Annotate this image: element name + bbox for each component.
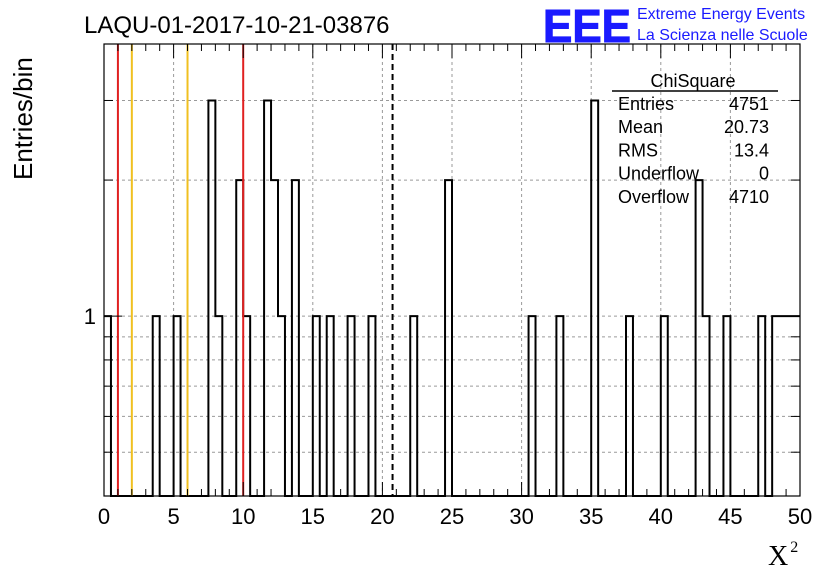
histogram-bin <box>368 316 375 496</box>
histogram-bin <box>327 316 334 496</box>
x-tick-label: 5 <box>167 504 179 529</box>
x-tick-label: 35 <box>579 504 603 529</box>
stats-name: ChiSquare <box>650 71 735 91</box>
x-tick-label: 45 <box>718 504 742 529</box>
histogram-bin <box>271 180 278 496</box>
histogram-bin <box>626 316 633 496</box>
histogram-bin <box>696 180 703 496</box>
x-axis-label-superscript: 2 <box>790 539 798 556</box>
histogram-bin <box>264 100 271 496</box>
histogram-bin <box>793 316 800 496</box>
stats-value: 0 <box>759 164 769 184</box>
stats-box: ChiSquare Entries 4751 Mean 20.73 RMS 13.4 Und… <box>612 71 778 207</box>
histogram-bin <box>174 316 181 496</box>
histogram-bin <box>591 100 598 496</box>
histogram-bin <box>243 316 250 496</box>
ticks: 0 5 10 15 20 25 30 35 40 45 50 1 <box>84 43 812 529</box>
stats-value: 4710 <box>729 187 769 207</box>
stats-value: 4751 <box>729 94 769 114</box>
stats-rows: Entries 4751 Mean 20.73 RMS 13.4 Underflow 0 Ove… <box>618 94 769 207</box>
histogram-bin <box>529 316 536 496</box>
histogram-bin <box>772 316 779 496</box>
stats-value: 20.73 <box>724 117 769 137</box>
x-tick-label: 0 <box>98 504 110 529</box>
histogram-bin <box>292 180 299 496</box>
stats-label: Underflow <box>618 164 700 184</box>
x-tick-label: 50 <box>788 504 812 529</box>
x-tick-label: 25 <box>440 504 464 529</box>
x-tick-label: 40 <box>649 504 673 529</box>
x-axis-label-base: X <box>768 541 788 572</box>
histogram-bin <box>208 100 215 496</box>
logo-line-2: La Scienza nelle Scuole <box>637 27 808 44</box>
histogram-bin <box>236 180 243 496</box>
y-tick-label: 1 <box>84 304 96 329</box>
histogram-bin <box>786 316 793 496</box>
histogram-bin <box>278 316 285 496</box>
histogram-bin <box>556 316 563 496</box>
histogram-bin <box>313 316 320 496</box>
chart-title: LAQU-01-2017-10-21-03876 <box>84 12 390 39</box>
histogram-bin <box>215 316 222 496</box>
histogram-bin <box>779 316 786 496</box>
x-tick-label: 20 <box>370 504 394 529</box>
histogram-bin <box>104 316 111 496</box>
x-tick-label: 30 <box>509 504 533 529</box>
y-axis-label: Entries/bin <box>8 57 38 180</box>
eee-logo: EEE <box>543 0 631 52</box>
stats-label: Mean <box>618 117 663 137</box>
histogram-bin <box>410 316 417 496</box>
x-tick-label: 10 <box>231 504 255 529</box>
x-tick-label: 15 <box>301 504 325 529</box>
stats-label: Entries <box>618 94 674 114</box>
histogram-bin <box>661 316 668 496</box>
histogram-bin <box>445 180 452 496</box>
histogram-bin <box>153 316 160 496</box>
stats-label: RMS <box>618 140 658 160</box>
stats-label: Overflow <box>618 187 690 207</box>
histogram-bin <box>348 316 355 496</box>
reference-lines <box>116 44 394 496</box>
histogram-bin <box>758 316 765 496</box>
stats-value: 13.4 <box>734 140 769 160</box>
histogram-bin <box>703 316 710 496</box>
logo-line-1: Extreme Energy Events <box>637 6 805 23</box>
histogram-bin <box>723 316 730 496</box>
